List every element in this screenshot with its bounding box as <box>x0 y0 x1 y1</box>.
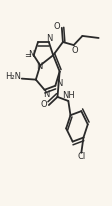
Text: H₂N: H₂N <box>5 72 20 81</box>
Text: Cl: Cl <box>77 152 85 161</box>
Text: =: = <box>24 51 31 60</box>
Text: O: O <box>53 22 60 31</box>
Text: NH: NH <box>62 91 75 100</box>
Text: O: O <box>71 46 77 55</box>
Text: N: N <box>36 62 42 71</box>
Text: N: N <box>43 90 49 99</box>
Text: N: N <box>56 79 62 88</box>
Text: N: N <box>28 50 34 59</box>
Text: O: O <box>40 99 47 109</box>
Text: N: N <box>46 34 52 43</box>
